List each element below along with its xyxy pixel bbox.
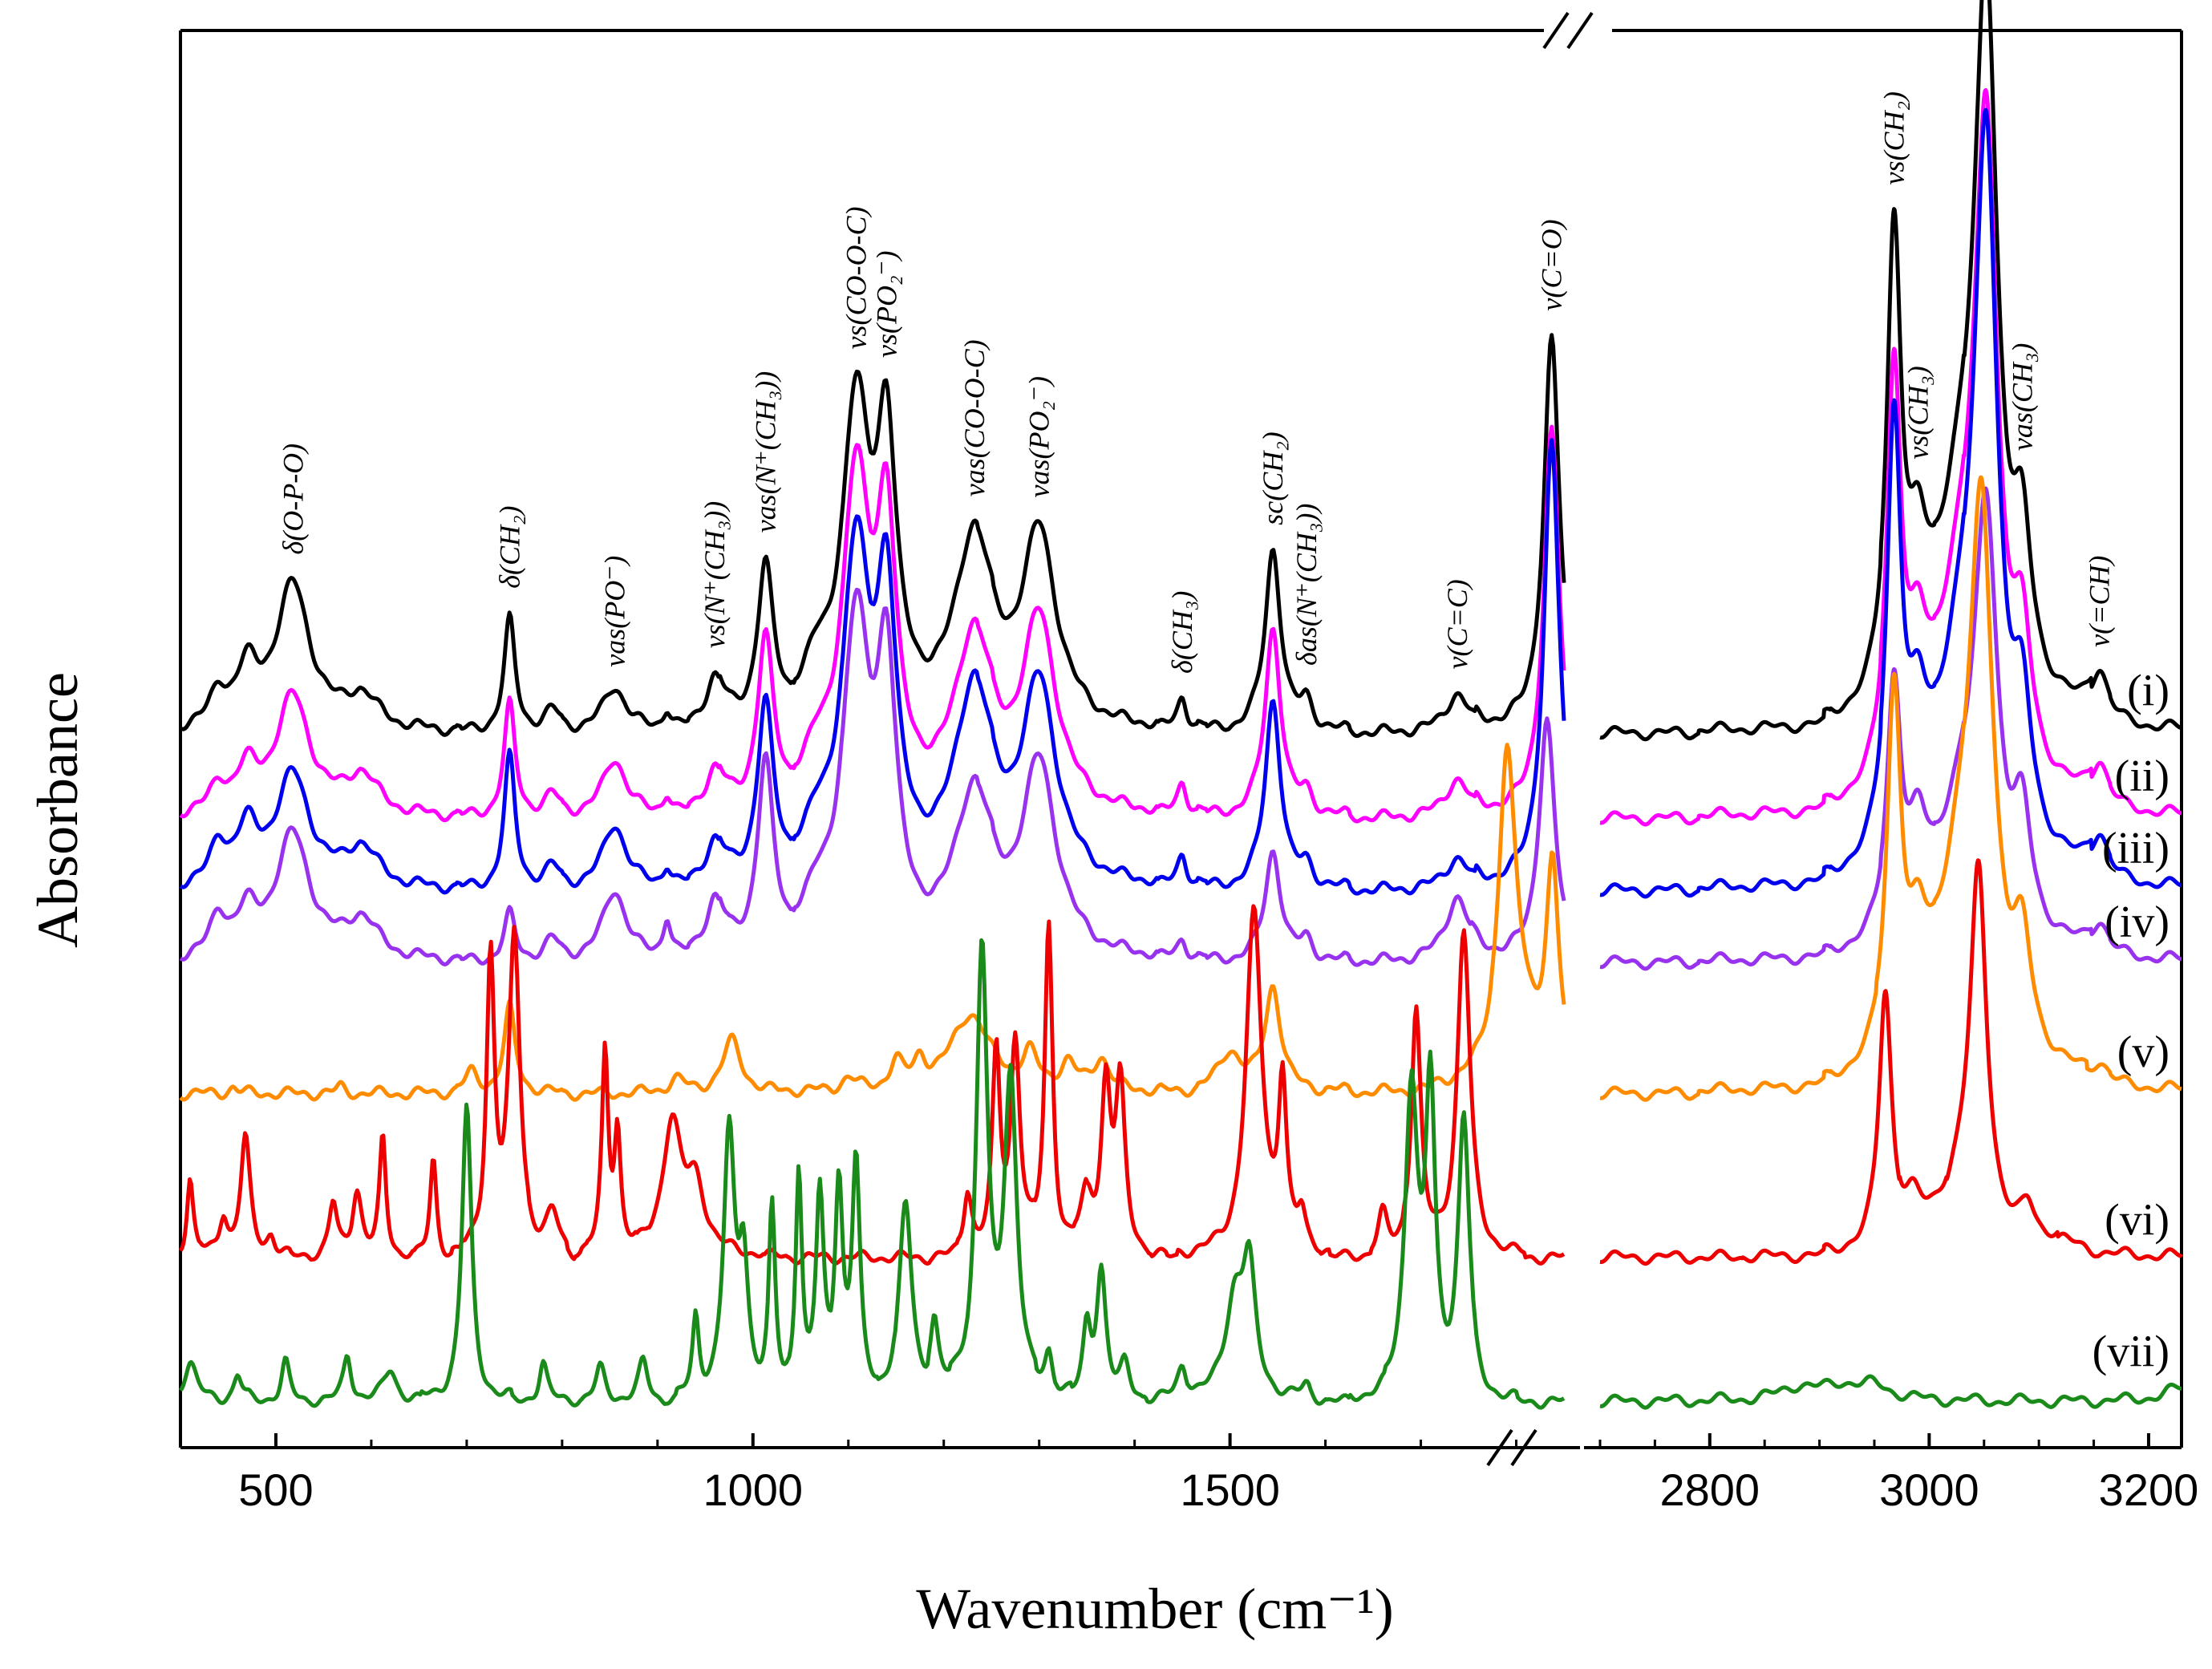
series-labels: (i) (ii) (iii) (iv) (v) (vi) (vii) xyxy=(2092,666,2169,1377)
spectrum-line-ii-low xyxy=(179,424,1566,824)
spectrum-line-ii-high xyxy=(1598,87,2183,827)
band-annotation: νas(PO⁻) xyxy=(598,556,630,667)
spectra xyxy=(178,0,2184,1410)
band-annotations: δ(O-P-O) δ(CH₂) νas(PO⁻) νs(N⁺(CH₃)) νas(N⁺(… xyxy=(277,91,2115,674)
x-ticks: 500 1000 1500 2800 3000 3200 xyxy=(179,1433,2199,1515)
series-label-vi: (vi) xyxy=(2105,1196,2169,1246)
x-tick-label: 3200 xyxy=(2099,1464,2199,1515)
band-annotation: νs(CO-O-C) xyxy=(840,207,872,350)
spectrum-line-iii-low xyxy=(179,438,1566,896)
spectrum-line-vi-low xyxy=(178,904,1566,1266)
band-annotation: νs(CH₃) xyxy=(1902,366,1934,460)
x-tick-label: 1500 xyxy=(1180,1464,1280,1515)
axis-break-mark xyxy=(1566,11,1594,50)
band-annotation: δ(O-P-O) xyxy=(277,444,309,555)
band-annotation: ν(C=C) xyxy=(1441,579,1473,669)
y-axis-title: Absorbance xyxy=(26,672,90,948)
series-label-iii: (iii) xyxy=(2102,824,2169,873)
band-annotation: νas(CH₃) xyxy=(2007,343,2039,452)
series-label-v: (v) xyxy=(2117,1027,2169,1077)
spectrum-line-vi-high xyxy=(1598,858,2184,1266)
x-tick-label: 3000 xyxy=(1879,1464,1979,1515)
spectrum-line-i-low xyxy=(179,333,1566,739)
series-label-i: (i) xyxy=(2127,666,2169,716)
band-annotation: νs(N⁺(CH₃)) xyxy=(699,501,731,648)
spectrum-line-v-high xyxy=(1598,475,2183,1102)
series-label-ii: (ii) xyxy=(2115,751,2169,801)
series-label-iv: (iv) xyxy=(2105,897,2169,947)
spectrum-line-iv-low xyxy=(179,587,1566,967)
x-tick-label: 1000 xyxy=(703,1464,804,1515)
spectrum-line-v-low xyxy=(179,743,1566,1102)
band-annotation: νas(N⁺(CH₃)) xyxy=(749,371,781,533)
x-tick-label: 500 xyxy=(238,1464,313,1515)
band-annotation: ν(C=O) xyxy=(1536,219,1568,310)
axis-break-mark xyxy=(1510,1428,1537,1467)
band-annotation: δas(N⁺(CH₃)) xyxy=(1290,504,1323,666)
x-axis-title: Wavenumber (cm⁻¹) xyxy=(916,1577,1394,1641)
band-annotation: νs(CH₂) xyxy=(1878,91,1910,185)
axis-break-mark xyxy=(1542,11,1570,50)
spectrum-line-vii-high xyxy=(1598,1374,2183,1410)
series-label-vii: (vii) xyxy=(2092,1327,2169,1376)
band-annotation: δ(CH₂) xyxy=(493,505,525,588)
spectrum-line-vii-low xyxy=(178,938,1566,1410)
band-annotation: ν(=CH) xyxy=(2083,556,2115,647)
band-annotation: νas(PO₂⁻) xyxy=(1023,376,1055,497)
band-annotation: δ(CH₃) xyxy=(1166,591,1198,674)
x-tick-label: 2800 xyxy=(1660,1464,1760,1515)
spectrum-line-iii-high xyxy=(1598,107,2183,899)
band-annotation: νs(PO₂⁻) xyxy=(870,251,902,358)
axes-frame xyxy=(179,11,2183,1467)
band-annotation: νas(CO-O-C) xyxy=(958,339,991,496)
spectrum-line-i-high xyxy=(1598,0,2183,742)
band-annotation: sc(CH₂) xyxy=(1257,431,1289,525)
axis-break-mark xyxy=(1486,1428,1513,1467)
